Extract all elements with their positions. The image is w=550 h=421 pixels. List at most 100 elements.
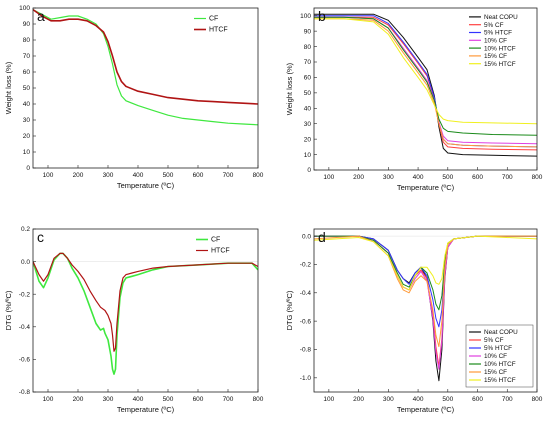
legend-label: Neat COPU — [484, 14, 518, 21]
series-line-d-2 — [314, 235, 537, 328]
x-tick-label: 800 — [253, 172, 264, 179]
series-group — [33, 252, 258, 375]
x-tick-label: 800 — [253, 396, 264, 403]
y-tick-label: 10 — [304, 152, 312, 159]
x-tick-label: 700 — [223, 172, 234, 179]
y-tick-label: -0.4 — [300, 290, 312, 297]
y-tick-label: 0 — [26, 165, 30, 172]
y-tick-label: -0.2 — [300, 262, 312, 269]
x-tick-label: 500 — [163, 172, 174, 179]
legend-label: Neat COPU — [484, 329, 518, 336]
panel-a: 100 200 300 400 500 600 700 800 0 10 20 30 40 50 60 70 8… — [4, 5, 264, 190]
x-tick-label: 200 — [353, 396, 364, 403]
y-tick-label: 90 — [304, 28, 312, 35]
series-line-b-0 — [314, 13, 537, 157]
series-line-b-6 — [314, 18, 537, 125]
y-tick-label: 0.0 — [302, 233, 311, 240]
y-tick-label: -0.4 — [19, 324, 31, 331]
x-tick-label: 200 — [353, 174, 364, 181]
panel-letter: c — [37, 229, 44, 245]
legend-label: 10% HTCF — [484, 361, 516, 368]
legend-label: 10% HTCF — [484, 45, 516, 52]
y-tick-label: 50 — [304, 90, 312, 97]
series-group — [314, 13, 537, 157]
x-tick-label: 300 — [103, 396, 114, 403]
x-tick-label: 500 — [442, 396, 453, 403]
legend-label: 15% CF — [484, 53, 507, 60]
y-tick-label: -1.0 — [300, 375, 312, 382]
legend-label: 10% CF — [484, 353, 507, 360]
x-tick-label: 400 — [133, 172, 144, 179]
x-tick-label: 700 — [502, 396, 513, 403]
y-tick-label: -0.6 — [19, 357, 31, 364]
series-line-c-0 — [33, 252, 258, 375]
x-axis-label: Temperature (ºC) — [397, 405, 455, 414]
panel-c: 100 200 300 400 500 600 700 800 -0.8 -0.6 -0.4 -0.2… — [4, 226, 264, 414]
series-line-d-6 — [314, 235, 537, 291]
panel-b: 100 200 300 400 500 600 700 800 0 10 20 30 40 50 60 70 8… — [285, 7, 543, 192]
y-tick-label: 40 — [304, 105, 312, 112]
series-group — [314, 235, 537, 382]
x-tick-label: 300 — [383, 174, 394, 181]
y-tick-label: 30 — [304, 121, 312, 128]
y-tick-label: 80 — [304, 44, 312, 51]
x-axis-label: Temperature (ºC) — [397, 183, 455, 192]
legend-label: 15% HTCF — [484, 377, 516, 384]
legend-label: 15% HTCF — [484, 61, 516, 68]
plot-frame — [313, 7, 538, 171]
y-tick-label: 90 — [23, 21, 31, 28]
x-tick-label: 400 — [133, 396, 144, 403]
x-tick-label: 300 — [383, 396, 394, 403]
plot-frame — [32, 228, 259, 393]
y-axis-label: DTG (%/ºC) — [4, 290, 13, 330]
y-tick-label: 60 — [304, 75, 312, 82]
legend-label: HTCF — [209, 27, 228, 34]
x-tick-label: 800 — [532, 174, 543, 181]
y-tick-label: 60 — [23, 69, 31, 76]
x-tick-label: 700 — [502, 174, 513, 181]
panel-d: 100 200 300 400 500 600 700 800 -1.0 -0.8 -0.6 -0.4… — [285, 228, 543, 414]
y-tick-label: 30 — [23, 117, 31, 124]
y-tick-label: -0.8 — [300, 347, 312, 354]
y-tick-label: -0.2 — [19, 291, 31, 298]
x-axis-label: Temperature (ºC) — [117, 181, 175, 190]
x-tick-label: 600 — [472, 396, 483, 403]
legend: CF HTCF — [196, 237, 230, 255]
legend-label: 15% CF — [484, 369, 507, 376]
x-tick-label: 500 — [442, 174, 453, 181]
y-tick-label: 0.0 — [21, 259, 30, 266]
x-tick-label: 700 — [223, 396, 234, 403]
legend-label: 5% CF — [484, 22, 504, 29]
y-tick-label: 70 — [23, 53, 31, 60]
legend: CF HTCF — [194, 16, 228, 34]
y-tick-label: 70 — [304, 59, 312, 66]
series-line-a-1 — [33, 8, 258, 105]
y-tick-label: -0.8 — [19, 389, 31, 396]
x-tick-label: 600 — [472, 174, 483, 181]
y-tick-label: 0.2 — [21, 226, 30, 233]
legend-label: 5% HTCF — [484, 345, 512, 352]
legend-label: 10% CF — [484, 38, 507, 45]
y-tick-label: 20 — [23, 133, 31, 140]
x-tick-label: 100 — [43, 172, 54, 179]
y-tick-label: 100 — [300, 13, 311, 20]
x-tick-label: 500 — [163, 396, 174, 403]
series-group — [33, 8, 258, 126]
y-tick-label: 20 — [304, 136, 312, 143]
y-tick-label: 100 — [19, 5, 30, 12]
x-tick-label: 600 — [193, 172, 204, 179]
legend-label: 5% CF — [484, 337, 504, 344]
legend-label: CF — [211, 237, 220, 244]
x-tick-label: 400 — [413, 396, 424, 403]
y-tick-label: -0.6 — [300, 318, 312, 325]
y-axis-label: Weight loss (%) — [285, 62, 294, 115]
y-tick-label: 0 — [307, 167, 311, 174]
plot-frame — [313, 228, 538, 393]
x-axis-label: Temperature (ºC) — [117, 405, 175, 414]
legend-label: 5% HTCF — [484, 30, 512, 37]
series-line-b-4 — [314, 16, 537, 136]
